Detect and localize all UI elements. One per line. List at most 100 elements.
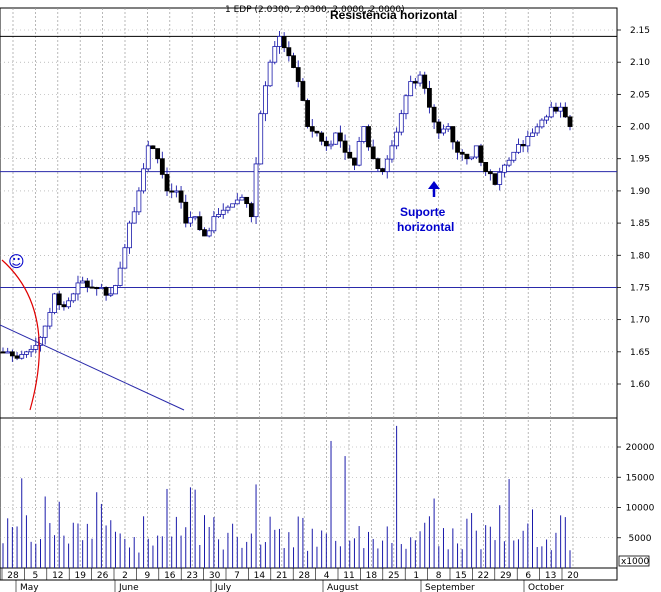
candle-body	[319, 132, 325, 142]
date-tick-label: 15	[455, 571, 466, 581]
candle-body	[530, 132, 535, 137]
candle-body	[75, 282, 81, 295]
month-label: September	[425, 583, 475, 592]
support-label-line2: horizontal	[397, 220, 454, 234]
candle-body	[248, 203, 254, 218]
price-tick-label: 2.05	[630, 90, 650, 100]
candle-body	[389, 145, 395, 160]
candle-body	[56, 293, 62, 306]
trendline	[0, 324, 185, 411]
candle-body	[342, 140, 348, 153]
candle-body	[159, 158, 165, 175]
candle-body	[352, 157, 357, 166]
candle-body	[136, 190, 142, 213]
candle-body	[520, 143, 526, 147]
candle-body	[464, 153, 470, 160]
candle-body	[427, 87, 432, 108]
volume-tick-label: 5000	[629, 534, 652, 544]
support-arrow-icon	[428, 181, 440, 197]
candle-body	[33, 344, 39, 350]
candle-body	[398, 113, 404, 133]
candle-body	[61, 304, 67, 308]
candle-body	[192, 216, 198, 219]
support-label-line1: Suporte	[400, 205, 446, 219]
date-tick-label: 23	[186, 571, 197, 581]
candle-body	[84, 280, 90, 288]
candle-body	[314, 130, 320, 134]
candle-body	[113, 285, 118, 295]
candle-body	[66, 300, 72, 308]
candle-body	[459, 151, 465, 155]
candle-body	[225, 206, 231, 211]
candle-body	[80, 280, 86, 284]
candle-body	[501, 164, 507, 173]
candle-body	[70, 293, 76, 302]
price-tick-label: 1.75	[630, 283, 650, 293]
date-tick-label: 26	[97, 571, 109, 581]
candle-body	[267, 61, 273, 87]
date-tick-label: 11	[343, 571, 354, 581]
date-tick-label: 16	[164, 571, 176, 581]
candle-body	[558, 106, 564, 112]
candle-body	[567, 116, 573, 127]
candle-body	[539, 119, 545, 128]
candle-body	[211, 216, 217, 232]
date-tick-label: 5	[33, 571, 39, 581]
candle-body	[14, 355, 20, 359]
candle-body	[380, 168, 385, 172]
candle-body	[516, 143, 521, 153]
candle-body	[155, 148, 161, 160]
price-tick-label: 1.65	[630, 348, 650, 358]
candle-body	[478, 145, 484, 163]
candle-body	[206, 230, 212, 237]
candle-body	[253, 163, 259, 218]
month-label: July	[214, 583, 232, 592]
candle-body	[291, 55, 296, 68]
candle-body	[141, 168, 146, 192]
candle-body	[42, 325, 48, 338]
candle-body	[300, 81, 306, 101]
candle-body	[5, 351, 11, 354]
candle-body	[544, 116, 549, 121]
candle-body	[173, 190, 179, 193]
date-tick-label: 30	[209, 571, 221, 581]
candle-body	[441, 128, 446, 134]
candle-body	[323, 140, 329, 147]
candle-body	[131, 211, 137, 224]
candle-body	[230, 203, 236, 208]
candle-body	[99, 287, 104, 290]
candle-body	[286, 47, 292, 57]
date-tick-label: 2	[122, 571, 128, 581]
date-tick-label: 28	[298, 571, 310, 581]
date-tick-label: 19	[74, 571, 86, 581]
candle-body	[239, 196, 245, 201]
price-tick-label: 1.70	[630, 316, 650, 326]
candle-body	[384, 158, 390, 173]
date-tick-label: 18	[366, 571, 378, 581]
date-tick-label: 6	[525, 571, 531, 581]
candle-body	[431, 106, 437, 123]
candle-body	[473, 145, 479, 158]
candle-body	[328, 143, 334, 147]
candle-body	[295, 67, 301, 82]
candle-body	[108, 293, 114, 296]
candle-body	[47, 312, 53, 327]
volume-tick-label: 15000	[626, 473, 655, 483]
candle-body	[548, 106, 554, 118]
date-axis: 28 5 12 19 26 2 9 16 23 30 7 14 21 28 4 11 18 25 1 8 15 22 29 6…	[1, 568, 579, 581]
candle-body	[525, 136, 531, 147]
candle-body	[258, 113, 264, 165]
candle-body	[347, 151, 353, 159]
price-tick-label: 1.85	[630, 219, 650, 229]
volume-multiplier-box	[618, 555, 650, 567]
candle-body	[19, 354, 25, 359]
candle-body	[281, 36, 287, 49]
candle-body	[277, 36, 282, 47]
candle-body	[94, 287, 100, 290]
candle-body	[506, 159, 512, 166]
month-label: June	[118, 583, 139, 592]
candle-body	[333, 132, 339, 145]
candle-body	[89, 286, 95, 289]
candle-body	[394, 131, 400, 147]
price-tick-label: 1.80	[630, 251, 650, 261]
